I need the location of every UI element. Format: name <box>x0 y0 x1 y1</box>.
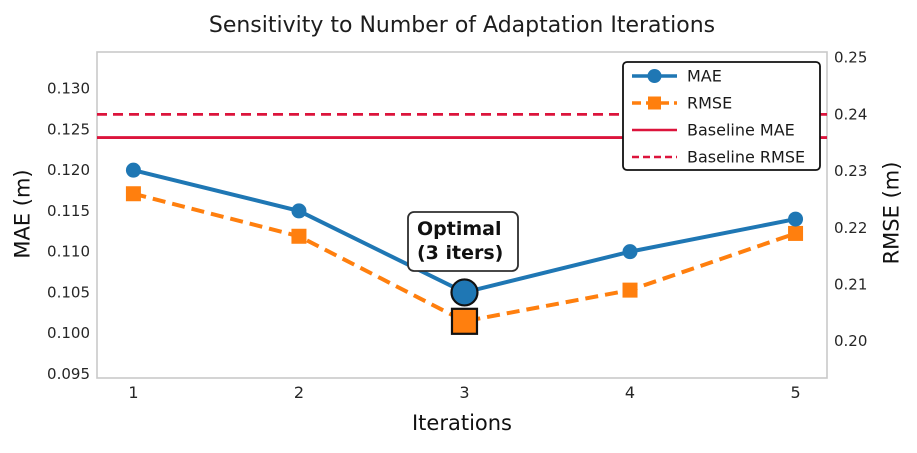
y-tick-left: 0.115 <box>47 202 90 220</box>
x-tick: 1 <box>128 383 138 402</box>
legend-circle-marker-icon <box>647 69 662 83</box>
rmse-marker <box>291 228 307 244</box>
y-tick-right: 0.21 <box>834 275 867 293</box>
y-tick-left: 0.125 <box>47 120 90 138</box>
rmse-marker <box>788 225 804 241</box>
x-tick: 3 <box>459 383 469 402</box>
rmse-line <box>132 191 797 324</box>
y-tick-right: 0.22 <box>834 219 867 237</box>
optimal-rmse-marker <box>450 307 479 335</box>
legend-square-marker-icon <box>648 96 661 110</box>
x-tick: 5 <box>790 383 800 402</box>
x-axis-label: Iterations <box>412 411 512 435</box>
chart-title: Sensitivity to Number of Adaptation Iter… <box>209 13 715 38</box>
annotation-line1: Optimal <box>417 218 501 240</box>
legend-label: Baseline MAE <box>687 121 795 140</box>
legend-label: MAE <box>687 67 722 86</box>
y-tick-right: 0.20 <box>834 332 867 350</box>
legend-item-rmse: RMSE <box>632 94 732 113</box>
mae-marker <box>788 211 804 227</box>
legend: MAE RMSE Baseline MAE Baseline RMSE <box>622 61 821 171</box>
y-tick-right: 0.23 <box>834 162 867 180</box>
annotation-callout: Optimal (3 iters) <box>407 211 519 272</box>
rmse-marker <box>622 282 638 298</box>
y-axis-right-label: RMSE (m) <box>879 162 903 265</box>
y-tick-left: 0.130 <box>47 80 90 98</box>
annotation-box <box>407 211 519 272</box>
y-tick-left: 0.110 <box>47 243 90 261</box>
legend-label: Baseline RMSE <box>687 148 805 167</box>
legend-item-baseline-mae: Baseline MAE <box>632 121 795 140</box>
y-tick-left: 0.100 <box>47 324 90 342</box>
y-tick-left: 0.095 <box>47 365 90 383</box>
legend-item-baseline-rmse: Baseline RMSE <box>632 148 805 167</box>
annotation-line2: (3 iters) <box>417 242 503 264</box>
y-tick-right: 0.25 <box>834 49 867 67</box>
rmse-marker <box>125 186 141 202</box>
legend-label: RMSE <box>687 94 732 113</box>
legend-box <box>622 61 821 171</box>
mae-marker <box>125 162 141 178</box>
y-tick-right: 0.24 <box>834 105 867 123</box>
mae-marker <box>291 203 307 219</box>
mae-marker <box>622 244 638 260</box>
legend-item-mae: MAE <box>632 67 722 86</box>
y-tick-left: 0.120 <box>47 161 90 179</box>
y-tick-left: 0.105 <box>47 283 90 301</box>
x-tick: 2 <box>294 383 304 402</box>
y-axis-left-label: MAE (m) <box>10 169 34 258</box>
optimal-mae-marker <box>450 278 479 307</box>
x-tick: 4 <box>625 383 635 402</box>
